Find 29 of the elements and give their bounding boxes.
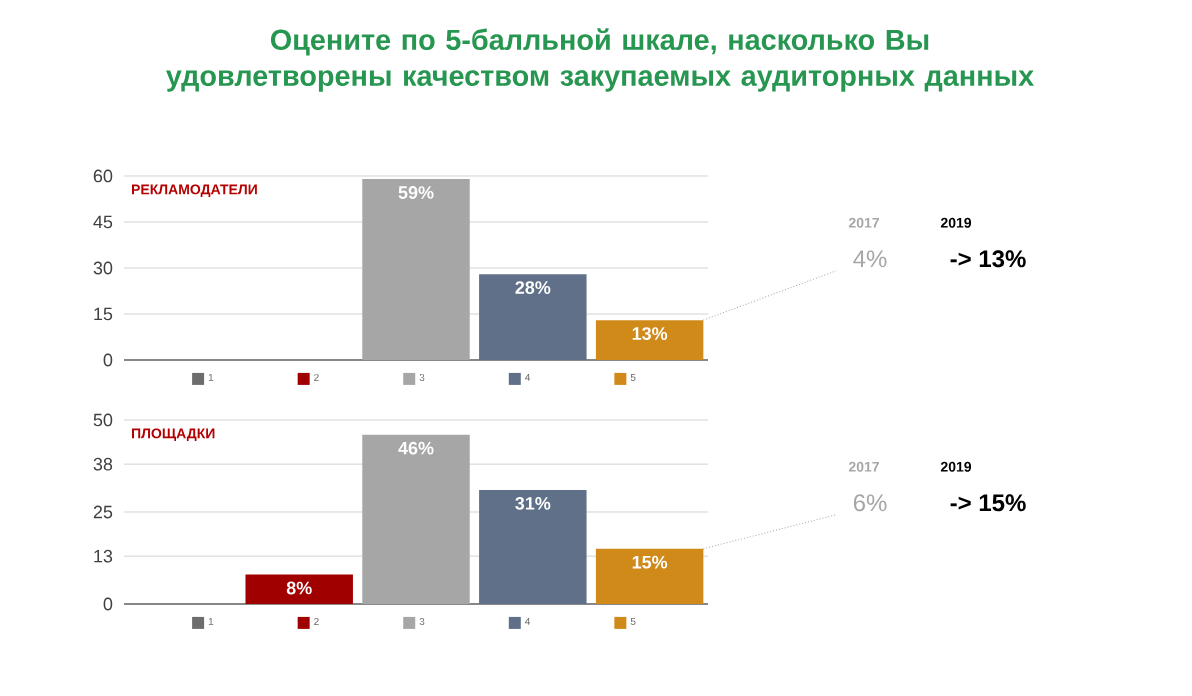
bar: [362, 434, 470, 604]
y-tick-label: 60: [93, 169, 113, 183]
text: 6%: [853, 494, 887, 512]
y-tick-label: 45: [93, 215, 113, 229]
data-label: 31%: [515, 496, 551, 510]
bar: [245, 574, 353, 604]
y-tick-label: 0: [103, 597, 113, 611]
text: -> 15%: [950, 494, 1026, 512]
bar: [362, 179, 470, 360]
bar: [595, 320, 704, 360]
y-tick-label: 25: [93, 505, 113, 519]
y-tick-label: 30: [93, 261, 113, 275]
bar: [479, 489, 587, 604]
y-tick-label: 0: [103, 353, 113, 367]
text: 4%: [853, 250, 887, 268]
y-tick-label: 50: [93, 413, 113, 427]
bar: [595, 548, 704, 604]
data-label: 15%: [632, 555, 668, 569]
text: -> 13%: [950, 250, 1026, 268]
data-label: 13%: [632, 327, 668, 340]
data-label: 59%: [398, 186, 434, 199]
y-tick-label: 13: [94, 549, 113, 563]
data-label: 8%: [286, 581, 312, 595]
data-label: 46%: [398, 441, 434, 455]
bar: [479, 274, 587, 360]
y-tick-label: 38: [93, 457, 113, 471]
chart-title: Оцените по 5-балльной шкале, насколько Вы удовлетворены качеством закупаемых аудиторных данных: [166, 28, 1034, 92]
data-label: 28%: [515, 281, 551, 294]
y-tick-label: 15: [94, 307, 113, 321]
